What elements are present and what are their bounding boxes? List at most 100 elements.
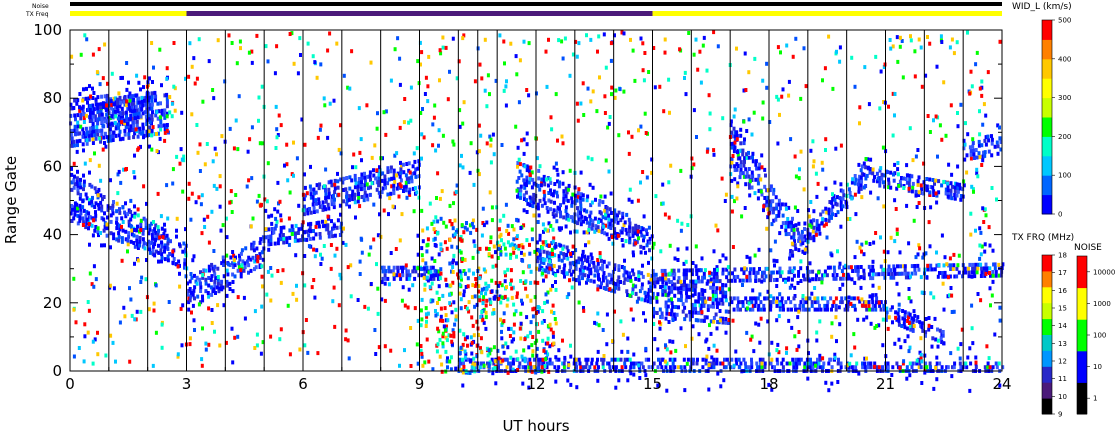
scatter-cell	[504, 103, 508, 108]
scatter-cell	[603, 208, 607, 213]
scatter-cell	[729, 296, 733, 301]
scatter-cell	[848, 361, 852, 366]
scatter-cell	[153, 90, 157, 95]
scatter-cell	[402, 120, 406, 125]
scatter-cell	[109, 213, 113, 218]
scatter-cell	[771, 270, 775, 275]
scatter-cell	[886, 365, 890, 370]
scatter-cell	[631, 317, 635, 322]
scatter-cell	[690, 302, 694, 307]
scatter-cell	[604, 65, 608, 70]
scatter-cell	[770, 387, 774, 392]
scatter-cell	[924, 251, 928, 256]
scatter-cell	[171, 253, 175, 258]
scatter-cell	[742, 357, 746, 362]
scatter-cell	[564, 209, 568, 214]
scatter-cell	[322, 96, 326, 101]
scatter-cell	[312, 206, 316, 211]
scatter-cell	[305, 237, 309, 242]
scatter-cell	[790, 277, 794, 282]
scatter-cell	[528, 251, 532, 256]
scatter-cell	[828, 200, 832, 204]
scatter-cell	[128, 128, 132, 133]
scatter-cell	[82, 173, 85, 178]
scatter-cell	[851, 303, 855, 308]
scatter-cell	[518, 192, 522, 197]
scatter-cell	[999, 140, 1003, 144]
scatter-cell	[691, 361, 695, 366]
scatter-cell	[630, 134, 634, 139]
scatter-cell	[538, 164, 542, 169]
scatter-cell	[381, 171, 385, 176]
scatter-cell	[163, 108, 167, 113]
scatter-cell	[775, 284, 779, 288]
scatter-cell	[676, 258, 680, 262]
scatter-cell	[907, 321, 911, 325]
scatter-cell	[698, 49, 702, 54]
scatter-cell	[727, 361, 731, 366]
scatter-cell	[553, 242, 557, 246]
scatter-cell	[808, 223, 812, 228]
scatter-cell	[691, 279, 695, 284]
scatter-cell	[567, 217, 571, 222]
scatter-cell	[541, 309, 545, 314]
scatter-cell	[399, 167, 403, 172]
scatter-cell	[980, 93, 984, 98]
scatter-cell	[934, 114, 938, 119]
scatter-cell	[608, 222, 612, 227]
scatter-cell	[160, 252, 164, 257]
scatter-cell	[141, 122, 145, 127]
scatter-cell	[596, 269, 600, 274]
scatter-cell	[891, 320, 894, 325]
scatter-cell	[488, 134, 492, 139]
scatter-cell	[515, 188, 519, 193]
scatter-cell	[82, 112, 86, 117]
scatter-cell	[554, 244, 558, 249]
scatter-cell	[315, 183, 319, 188]
scatter-cell	[403, 97, 407, 101]
scatter-cell	[653, 280, 657, 285]
scatter-cell	[892, 264, 896, 269]
scatter-cell	[540, 203, 544, 208]
scatter-cell	[88, 271, 92, 276]
scatter-cell	[619, 280, 622, 284]
scatter-cell	[969, 149, 973, 153]
scatter-cell	[138, 107, 142, 112]
scatter-cell	[473, 283, 477, 288]
scatter-cell	[358, 272, 362, 276]
scatter-cell	[507, 231, 511, 236]
scatter-cell	[935, 377, 939, 382]
scatter-cell	[981, 122, 985, 127]
scatter-cell	[711, 293, 715, 298]
scatter-cell	[578, 281, 581, 286]
scatter-cell	[351, 197, 355, 202]
scatter-cell	[937, 263, 941, 267]
scatter-cell	[104, 353, 108, 358]
scatter-cell	[529, 298, 533, 303]
scatter-cell	[275, 127, 279, 132]
scatter-cell	[91, 233, 95, 238]
scatter-cell	[490, 357, 494, 362]
scatter-cell	[418, 40, 422, 45]
scatter-cell	[869, 365, 873, 370]
scatter-cell	[160, 108, 164, 113]
scatter-cell	[270, 273, 274, 278]
scatter-cell	[519, 311, 523, 316]
scatter-cell	[202, 268, 206, 273]
scatter-cell	[673, 293, 677, 298]
scatter-cell	[622, 89, 626, 94]
scatter-cell	[213, 146, 217, 151]
scatter-cell	[327, 195, 330, 200]
scatter-cell	[569, 343, 572, 348]
scatter-cell	[588, 182, 592, 187]
scatter-cell	[898, 271, 902, 276]
scatter-cell	[612, 234, 616, 239]
scatter-cell	[605, 312, 609, 317]
scatter-cell	[974, 62, 978, 67]
scatter-cell	[532, 357, 536, 362]
scatter-cell	[758, 292, 762, 297]
scatter-cell	[148, 95, 152, 100]
scatter-cell	[771, 365, 775, 370]
scatter-cell	[811, 139, 815, 144]
scatter-cell	[801, 249, 805, 254]
